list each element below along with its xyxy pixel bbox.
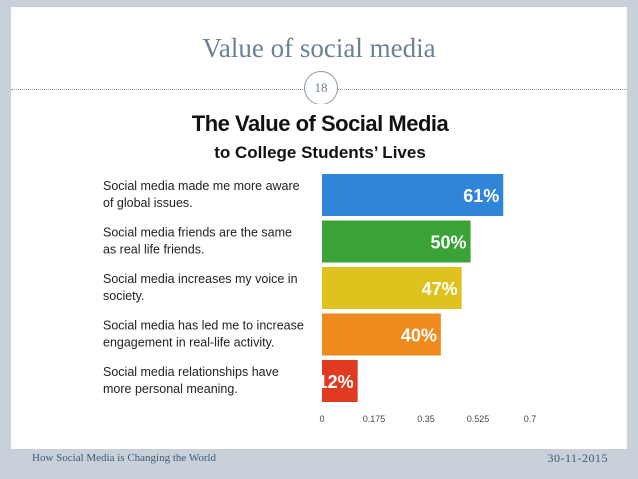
bar-value-label-4: 40%	[401, 326, 437, 346]
bar-4	[322, 313, 441, 356]
chart-subtitle: to College Students’ Lives	[214, 143, 426, 162]
category-label-5-line-2: more personal meaning.	[103, 382, 238, 396]
category-label-2-line-2: as real life friends.	[103, 243, 204, 257]
bar-chart: The Value of Social Media to College Stud…	[103, 111, 537, 424]
category-label-3-line-1: Social media increases my voice in	[103, 272, 298, 286]
category-label-2-line-1: Social media friends are the same	[103, 226, 292, 240]
x-tick-label-5: 0.7	[524, 414, 537, 424]
page-number-badge: 18	[304, 71, 338, 105]
bar-value-label-5: 12%	[318, 372, 354, 392]
bar-5	[322, 360, 358, 402]
bar-value-label-1: 61%	[463, 186, 499, 206]
category-label-3-line-2: society.	[103, 289, 144, 303]
category-label-5-line-1: Social media relationships have	[103, 365, 279, 379]
x-tick-label-1: 0	[319, 414, 324, 424]
chart-panel: The Value of Social Media to College Stud…	[89, 104, 552, 442]
x-tick-label-2: 0.175	[363, 414, 386, 424]
footer-presentation-title: How Social Media is Changing the World	[32, 452, 217, 464]
x-tick-label-4: 0.525	[467, 414, 490, 424]
category-label-1-line-2: of global issues.	[103, 196, 193, 210]
footer-band	[11, 449, 627, 471]
bar-3	[322, 267, 462, 309]
category-label-4-line-1: Social media has led me to increase	[103, 319, 304, 333]
x-tick-label-3: 0.35	[417, 414, 435, 424]
bar-2	[322, 220, 471, 263]
category-label-1-line-1: Social media made me more aware	[103, 179, 300, 193]
bar-value-label-3: 47%	[422, 279, 458, 299]
chart-title: The Value of Social Media	[192, 111, 450, 136]
bar-value-label-2: 50%	[431, 233, 467, 253]
category-label-4-line-2: engagement in real-life activity.	[103, 336, 274, 350]
slide-title: Value of social media	[202, 33, 436, 63]
footer-date: 30-11-2015	[547, 451, 608, 465]
bar-1	[322, 174, 504, 216]
